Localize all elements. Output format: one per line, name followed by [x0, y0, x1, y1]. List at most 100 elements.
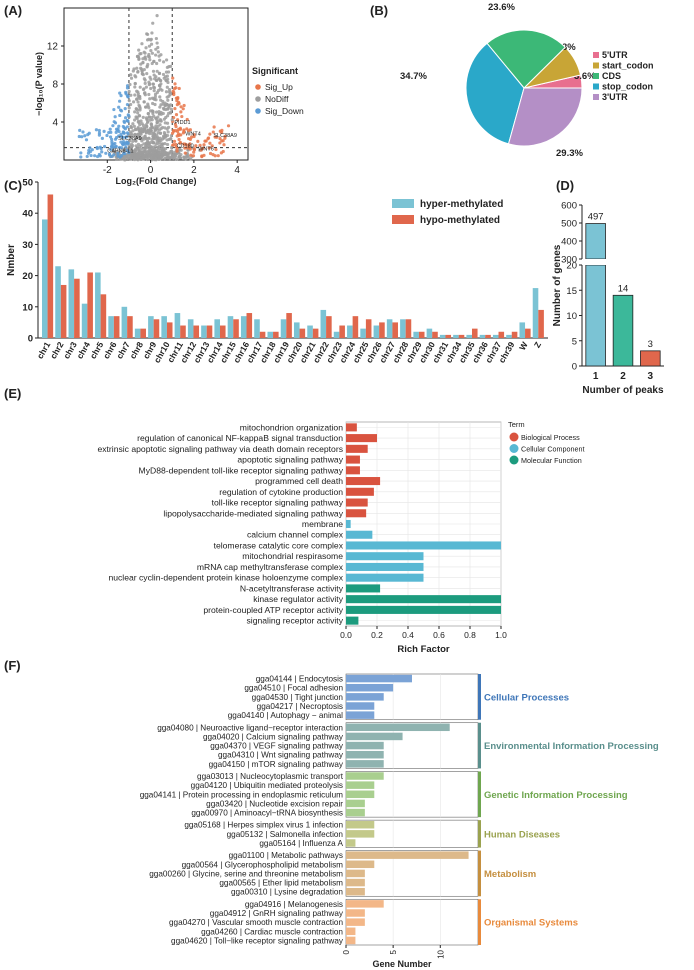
panel-label-a: (A) — [4, 3, 22, 18]
data-point-sig_down — [125, 93, 130, 98]
pathway-label: gga03013 | Nucleocytoplasmic transport — [197, 772, 344, 781]
data-point-sig_down — [113, 137, 118, 141]
data-point-sig_up — [223, 136, 227, 140]
legend-marker — [509, 444, 519, 453]
data-point-nodiff — [151, 111, 155, 116]
term-bar — [346, 455, 360, 464]
panel-label-d: (D) — [556, 178, 574, 193]
legend-label: Sig_Down — [265, 106, 304, 116]
term-bar — [346, 434, 377, 443]
data-point-nodiff — [158, 58, 162, 62]
data-point-sig_down — [118, 113, 122, 118]
term-bar — [346, 444, 368, 453]
data-point-nodiff — [138, 106, 142, 110]
pie-slice-cds — [486, 29, 566, 89]
data-point-nodiff — [134, 107, 138, 111]
legend-label: stop_codon — [602, 82, 653, 92]
y-axis-label: −log₁₀(P value) — [34, 52, 44, 116]
slice-percent-label: 23.6% — [488, 2, 515, 13]
gene-annotation: CD180 — [177, 144, 194, 150]
data-point-nodiff — [164, 147, 168, 151]
bar-hyper-methylated — [307, 325, 313, 338]
data-point-nodiff — [134, 128, 138, 132]
data-point-nodiff — [149, 77, 153, 81]
data-point-sig_up — [181, 107, 185, 111]
data-point-nodiff — [150, 137, 154, 142]
data-point-nodiff — [133, 132, 137, 136]
data-point-sig_down — [109, 145, 114, 149]
data-point-nodiff — [169, 150, 174, 154]
term-label: extrinsic apoptotic signaling pathway vi… — [97, 444, 343, 454]
data-point-sig_down — [103, 144, 107, 149]
data-point-sig_up — [173, 106, 177, 111]
data-point-nodiff — [154, 116, 158, 120]
data-point-nodiff — [136, 90, 140, 94]
data-point-sig_down — [114, 144, 118, 149]
data-point-nodiff — [138, 131, 143, 135]
data-point-nodiff — [167, 94, 171, 98]
data-point-nodiff — [171, 153, 175, 158]
data-point-sig_up — [180, 114, 184, 119]
legend-label: Molecular Function — [521, 456, 582, 465]
term-label: N-acetyltransferase activity — [240, 583, 344, 593]
data-point-nodiff — [154, 53, 158, 57]
bar-hyper-methylated — [532, 288, 539, 338]
y-tick-label: 5 — [572, 336, 577, 347]
bar-hypo-methylated — [113, 316, 120, 338]
y-tick-label: 4 — [52, 118, 58, 129]
data-point-nodiff — [147, 106, 151, 110]
data-point-nodiff — [151, 140, 155, 144]
data-point-nodiff — [140, 127, 144, 132]
bar-hypo-methylated — [538, 309, 544, 338]
bar-hypo-methylated — [273, 331, 279, 338]
legend-marker — [509, 432, 519, 442]
bar-hyper-methylated — [148, 316, 154, 338]
data-point-nodiff — [133, 155, 137, 159]
data-point-sig_up — [179, 110, 183, 114]
data-point-sig_down — [81, 130, 85, 134]
data-point-sig_up — [182, 128, 186, 132]
data-point-nodiff — [141, 73, 145, 77]
term-label: nuclear cyclin-dependent protein kinase … — [108, 573, 343, 583]
bar-hypo-methylated — [299, 328, 306, 338]
data-point-sig_down — [125, 86, 130, 90]
data-point-sig_down — [121, 135, 125, 139]
bar-value-label: 3 — [648, 339, 653, 350]
data-point-nodiff — [154, 153, 158, 158]
data-point-sig_down — [116, 151, 120, 155]
data-point-sig_up — [226, 124, 231, 128]
group-label: Metabolism — [484, 869, 536, 880]
pathway-label: gga04260 | Cardiac muscle contraction — [201, 927, 343, 936]
y-tick-label: 500 — [561, 219, 577, 230]
data-point-nodiff — [157, 119, 161, 123]
legend-label: CDS — [602, 71, 621, 81]
data-point-nodiff — [142, 50, 146, 54]
data-point-nodiff — [140, 42, 144, 46]
pathway-bar — [346, 760, 384, 768]
data-point-nodiff — [136, 111, 140, 115]
data-point-nodiff — [162, 131, 166, 135]
pathway-bar — [346, 900, 384, 908]
data-point-sig_up — [179, 105, 183, 109]
x-tick-label: 10 — [436, 949, 445, 958]
data-point-sig_down — [102, 129, 106, 134]
y-tick-label: 10 — [566, 311, 577, 322]
bar-hyper-methylated — [386, 319, 393, 338]
bar-hyper-methylated — [280, 319, 287, 338]
term-bar — [346, 487, 374, 496]
term-label: protein-coupled ATP receptor activity — [203, 605, 343, 615]
data-point-nodiff — [129, 93, 133, 97]
y-tick-label: 20 — [566, 261, 577, 272]
term-bar — [346, 498, 368, 507]
data-point-nodiff — [131, 129, 135, 133]
pathway-bar — [346, 674, 412, 683]
data-point-nodiff — [148, 82, 152, 86]
bar-hypo-methylated — [352, 316, 359, 338]
bar-hypo-methylated — [458, 334, 465, 338]
term-label: mRNA cap methyltransferase complex — [197, 562, 344, 572]
data-point-sig_up — [196, 139, 200, 143]
pathway-bar — [346, 683, 394, 692]
term-bar — [346, 530, 373, 539]
data-point-sig_down — [123, 127, 128, 131]
x-tick-label: 1.0 — [495, 630, 507, 640]
